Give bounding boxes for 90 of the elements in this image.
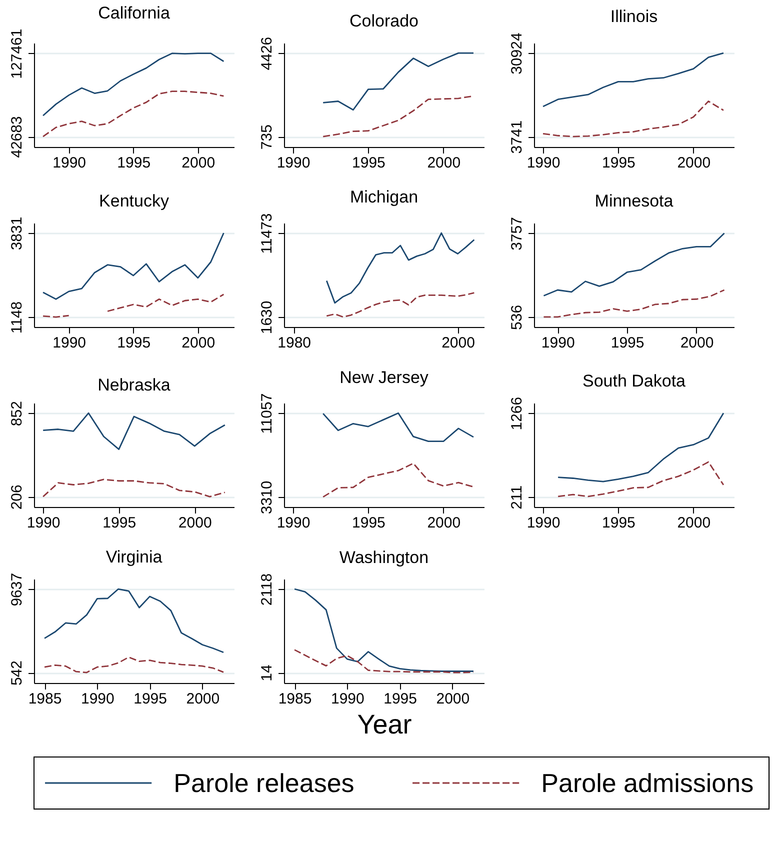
chart-title: California <box>98 3 170 22</box>
y-tick-label: 211 <box>508 485 526 510</box>
chart-title: Kentucky <box>99 191 170 210</box>
y-tick-label: 3831 <box>8 216 26 250</box>
line-series <box>44 656 224 674</box>
chart-title: Washington <box>339 548 429 567</box>
line-series <box>542 100 724 138</box>
x-tick-label: 1990 <box>526 514 560 532</box>
x-tick-label: 1995 <box>352 154 386 172</box>
x-tick-label: 2000 <box>677 154 711 172</box>
y-tick-label: 127461 <box>8 28 26 79</box>
y-tick-label: 542 <box>8 660 26 686</box>
y-tick-label: 30924 <box>508 32 526 74</box>
y-tick-label: 1630 <box>258 300 276 334</box>
x-tick-label: 2000 <box>182 334 216 352</box>
x-tick-label: 1990 <box>276 514 310 532</box>
line-series <box>42 90 224 138</box>
x-tick-label: 1995 <box>602 514 636 532</box>
x-tick-label: 1995 <box>602 154 636 172</box>
x-tick-label: 1990 <box>541 334 575 352</box>
y-tick-label: 42683 <box>8 116 26 158</box>
y-tick-label: 14 <box>258 664 276 682</box>
chart-title: Minnesota <box>594 192 674 211</box>
x-tick-label: 1995 <box>117 334 151 352</box>
x-tick-label: 1995 <box>102 514 136 532</box>
line-series <box>322 412 474 442</box>
line-series <box>557 461 724 498</box>
y-tick-label: 11057 <box>258 393 276 434</box>
chart-title: Colorado <box>350 11 418 30</box>
line-series <box>543 232 725 296</box>
chart-title: Virginia <box>106 547 163 566</box>
x-tick-label: 2000 <box>186 690 220 708</box>
x-tick-label: 1990 <box>276 154 310 172</box>
line-series <box>42 232 224 300</box>
chart-title: New Jersey <box>340 368 429 387</box>
line-series <box>326 292 475 318</box>
line-series <box>294 588 474 672</box>
line-series <box>542 52 724 108</box>
x-tick-label: 1995 <box>352 514 386 532</box>
x-tick-label: 1990 <box>52 334 86 352</box>
y-tick-label: 1266 <box>508 396 526 430</box>
x-tick-label: 1990 <box>26 514 60 532</box>
x-tick-label: 2000 <box>427 154 461 172</box>
y-tick-label: 3310 <box>258 480 276 514</box>
y-tick-label: 206 <box>8 484 26 510</box>
y-tick-label: 536 <box>508 304 526 330</box>
x-axis-title: Year <box>357 710 412 740</box>
x-tick-label: 1985 <box>28 690 62 708</box>
line-series <box>42 412 226 450</box>
chart-title: Michigan <box>350 188 418 207</box>
chart-title: South Dakota <box>582 371 686 390</box>
chart-title: Illinois <box>610 7 658 26</box>
y-tick-label: 9637 <box>8 572 26 606</box>
x-tick-label: 2000 <box>182 154 216 172</box>
line-series <box>543 289 725 318</box>
x-tick-label: 1980 <box>278 334 312 352</box>
line-series <box>42 478 226 498</box>
line-series <box>294 649 474 674</box>
x-tick-label: 2000 <box>680 334 714 352</box>
x-tick-label: 1995 <box>384 690 417 708</box>
y-tick-label: 852 <box>8 401 26 426</box>
legend-label: Parole admissions <box>541 768 754 798</box>
x-tick-label: 1995 <box>117 154 151 172</box>
y-tick-label: 2118 <box>258 573 276 606</box>
y-tick-label: 3757 <box>508 217 526 250</box>
x-tick-label: 1990 <box>526 154 560 172</box>
x-tick-label: 1990 <box>52 154 86 172</box>
y-tick-label: 11473 <box>258 213 276 254</box>
y-tick-label: 1148 <box>8 301 26 334</box>
line-series <box>557 412 724 482</box>
y-tick-label: 735 <box>258 124 276 150</box>
x-tick-label: 2000 <box>178 514 212 532</box>
chart-title: Nebraska <box>98 376 171 395</box>
x-tick-label: 2000 <box>677 514 711 532</box>
x-tick-label: 1985 <box>278 690 312 708</box>
x-tick-label: 1990 <box>330 690 364 708</box>
line-series <box>44 588 224 654</box>
line-series <box>42 52 224 116</box>
x-tick-label: 2000 <box>436 690 470 708</box>
x-tick-label: 1990 <box>80 690 114 708</box>
legend-label: Parole releases <box>174 768 354 798</box>
x-tick-label: 1995 <box>134 690 167 708</box>
x-tick-label: 2000 <box>427 514 461 532</box>
line-series <box>322 462 474 498</box>
x-tick-label: 2000 <box>442 334 475 352</box>
y-tick-label: 3741 <box>508 120 526 154</box>
x-tick-label: 1995 <box>610 334 644 352</box>
line-series <box>322 52 474 111</box>
y-tick-label: 4426 <box>258 36 276 70</box>
line-series <box>326 232 475 304</box>
